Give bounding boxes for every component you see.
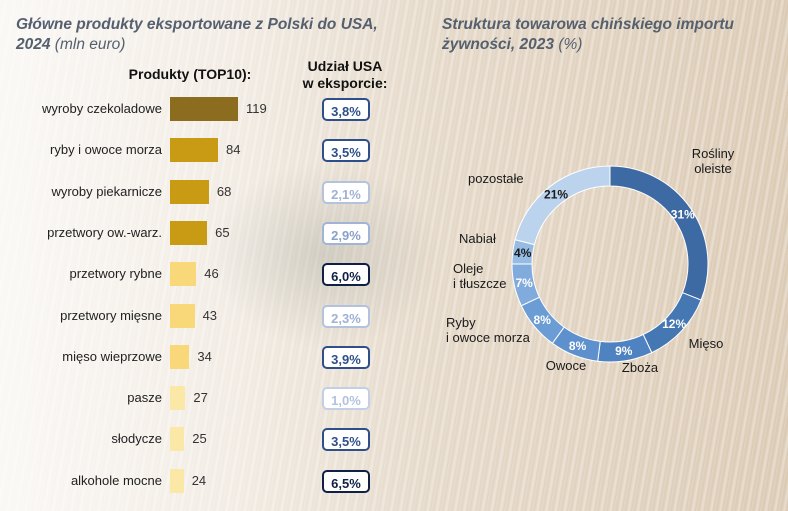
category-label: wyroby piekarnicze: [51, 183, 162, 199]
category-label: ryby i owoce morza: [50, 142, 162, 158]
us-share-badge: 3,5%: [322, 428, 370, 452]
bar-value-label: 65: [215, 224, 230, 240]
bar-value-label: 25: [192, 431, 207, 447]
bar: [170, 427, 185, 452]
bar: [170, 220, 208, 245]
bar: [170, 97, 238, 121]
us-share-badge: 6,0%: [322, 263, 370, 287]
bar-value-label: 34: [197, 348, 212, 364]
us-share-badge: 2,3%: [322, 304, 370, 328]
right-chart-title: Struktura towarowa chińskiego importu ży…: [442, 16, 734, 53]
us-share-badge: 2,9%: [322, 221, 370, 245]
category-label: przetwory ow.-warz.: [47, 224, 162, 240]
category-label: mięso wieprzowe: [62, 348, 162, 364]
bar: [170, 262, 197, 287]
left-chart-title: Główne produkty eksportowane z Polski do…: [16, 16, 378, 53]
share-header: Udział USA w eksporcie:: [302, 58, 388, 91]
us-share-badge: 6,5%: [322, 469, 370, 493]
bar-value-label: 24: [191, 472, 207, 488]
bar: [170, 468, 184, 493]
bar-value-label: 27: [193, 390, 208, 406]
category-label: przetwory rybne: [69, 266, 162, 282]
us-share-badge: 1,0%: [322, 387, 370, 411]
us-share-badge: 3,8%: [322, 98, 370, 121]
bar-value-label: 84: [226, 142, 241, 158]
bar-value-label: 68: [216, 183, 232, 199]
products-header: Produkty (TOP10):: [128, 66, 252, 82]
category-label: wyroby czekoladowe: [42, 101, 162, 116]
bar-value-label: 46: [204, 266, 219, 282]
bar: [170, 179, 209, 204]
bar: [170, 386, 186, 411]
us-share-badge: 3,9%: [322, 345, 370, 369]
bar-value-label: 43: [202, 307, 218, 323]
category-label: pasze: [127, 390, 162, 406]
category-label: przetwory mięsne: [60, 307, 162, 323]
us-share-badge: 2,1%: [322, 180, 370, 204]
category-label: alkohole mocne: [70, 472, 162, 488]
bar: [170, 344, 190, 369]
category-label: słodycze: [111, 431, 162, 447]
us-share-badge: 3,5%: [322, 139, 370, 163]
bar: [170, 138, 218, 163]
bar: [170, 303, 195, 328]
bar-value-label: 119: [246, 101, 267, 116]
